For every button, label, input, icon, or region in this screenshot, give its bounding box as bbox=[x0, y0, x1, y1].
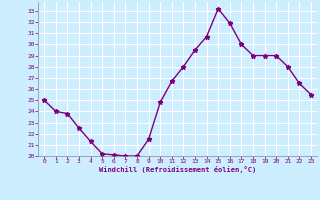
X-axis label: Windchill (Refroidissement éolien,°C): Windchill (Refroidissement éolien,°C) bbox=[99, 166, 256, 173]
